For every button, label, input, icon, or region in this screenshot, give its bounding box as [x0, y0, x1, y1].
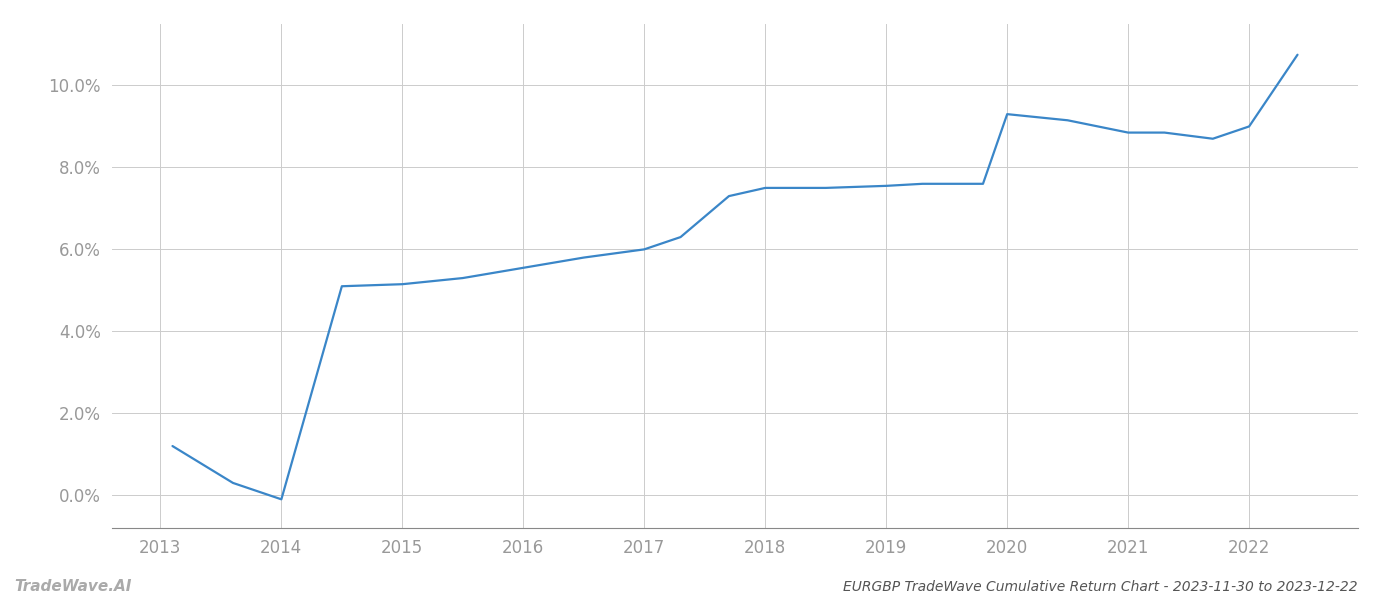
Text: EURGBP TradeWave Cumulative Return Chart - 2023-11-30 to 2023-12-22: EURGBP TradeWave Cumulative Return Chart…	[843, 580, 1358, 594]
Text: TradeWave.AI: TradeWave.AI	[14, 579, 132, 594]
